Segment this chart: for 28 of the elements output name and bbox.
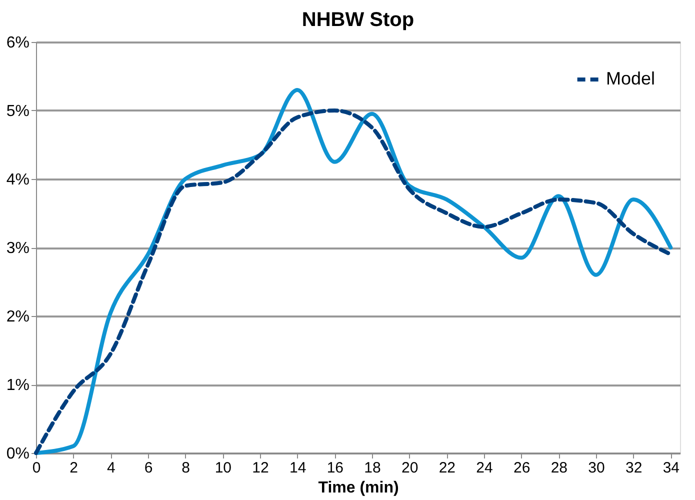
x-tick-label: 30: [588, 460, 605, 476]
x-tick-label: 2: [70, 460, 78, 476]
x-tick-label: 8: [182, 460, 190, 476]
chart-title: NHBW Stop: [302, 9, 414, 31]
x-tick-label: 18: [364, 460, 381, 476]
x-tick-label: 6: [144, 460, 153, 476]
x-tick-label: 0: [32, 460, 41, 476]
x-tick-label: 16: [326, 460, 344, 476]
x-axis-title: Time (min): [318, 480, 399, 496]
y-tick-label: 5%: [6, 103, 30, 120]
y-tick-label: 0%: [6, 446, 30, 462]
y-tick-label: 2%: [6, 308, 30, 326]
x-tick-label: 28: [550, 460, 568, 476]
x-tick-label: 20: [401, 460, 418, 476]
x-tick-label: 10: [214, 460, 232, 476]
x-tick-label: 24: [476, 460, 493, 476]
x-tick-label: 22: [438, 460, 456, 476]
x-tick-label: 14: [289, 460, 306, 476]
y-tick-label: 3%: [6, 240, 30, 257]
legend-label: Model: [606, 68, 656, 88]
x-tick-label: 4: [106, 460, 116, 476]
y-tick-label: 4%: [6, 172, 30, 188]
y-tick-label: 6%: [6, 34, 30, 52]
x-tick-label: 32: [625, 460, 642, 476]
y-tick-label: 1%: [6, 377, 30, 394]
x-tick-label: 12: [252, 460, 269, 476]
x-tick-label: 26: [513, 460, 530, 476]
x-tick-label: 34: [662, 460, 680, 476]
